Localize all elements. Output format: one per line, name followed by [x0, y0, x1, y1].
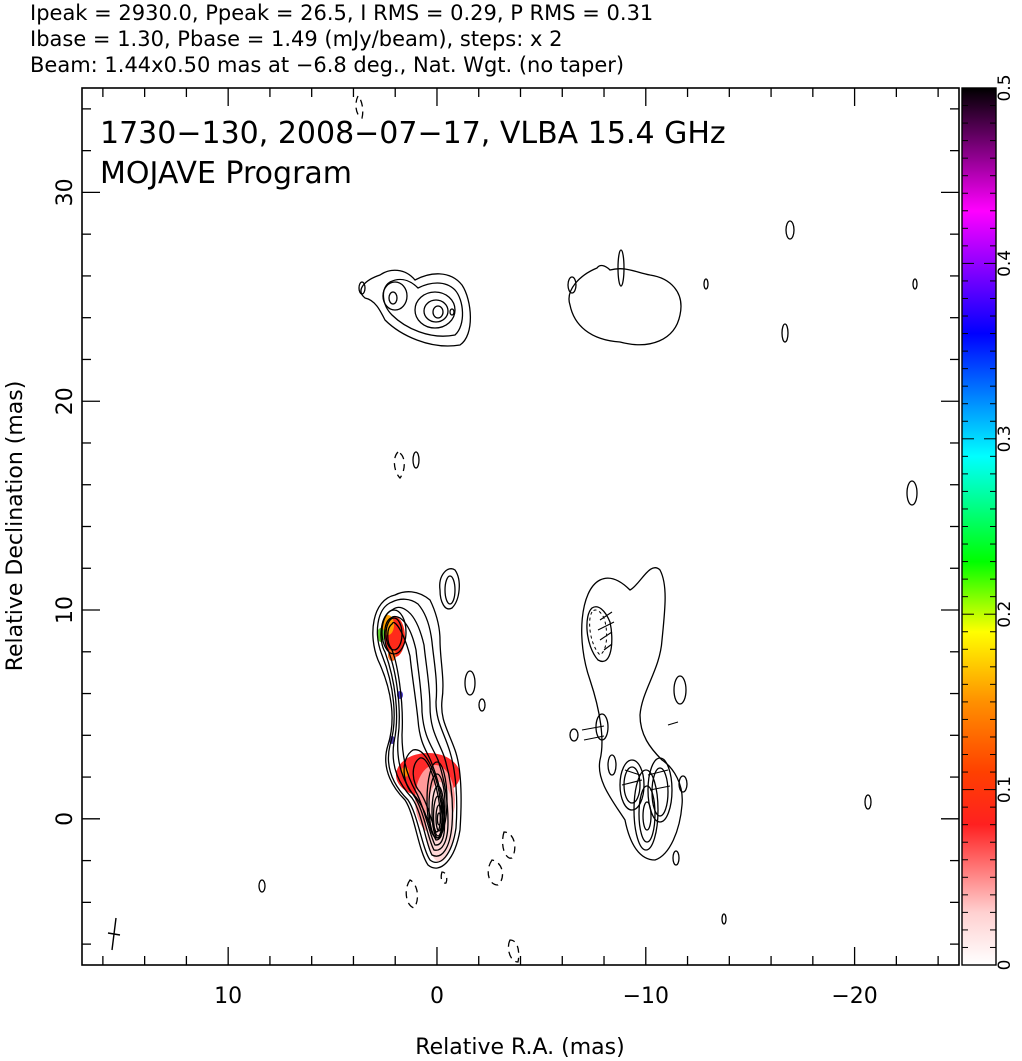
x-tick-label: 0	[430, 984, 444, 1009]
header-line-3: Beam: 1.44x0.50 mas at −6.8 deg., Nat. W…	[30, 53, 624, 77]
header-line-2: Ibase = 1.30, Pbase = 1.49 (mJy/beam), s…	[30, 27, 562, 51]
y-axis-ticks	[82, 108, 959, 945]
map-title-line-2: MOJAVE Program	[100, 156, 352, 191]
colorbar-label: 0.4	[995, 250, 1015, 277]
y-tick-label: 0	[53, 812, 78, 826]
colorbar-labels: 0 0.1 0.2 0.3 0.4 0.5	[995, 74, 1015, 970]
y-tick-label: 10	[53, 596, 78, 624]
y-tick-label: 30	[53, 178, 78, 206]
map-content	[107, 94, 918, 963]
northern-blob-contours	[358, 269, 471, 347]
x-tick-label: −20	[831, 984, 877, 1009]
beam-marker	[107, 917, 121, 951]
x-tick-label: −10	[623, 984, 669, 1009]
x-axis-ticks	[102, 88, 939, 965]
y-axis-label: Relative Declination (mas)	[3, 381, 28, 672]
colorbar-label: 0.5	[995, 74, 1015, 101]
colorbar-label: 0.3	[995, 425, 1015, 452]
polarization-contours	[567, 220, 918, 925]
header-line-1: Ipeak = 2930.0, Ppeak = 26.5, I RMS = 0.…	[30, 1, 653, 25]
colorbar-label: 0.1	[995, 776, 1015, 803]
intensity-contours	[258, 94, 520, 963]
x-axis-label: Relative R.A. (mas)	[415, 1035, 624, 1060]
colorbar-label: 0	[995, 960, 1015, 971]
y-tick-labels: 0 10 20 30	[53, 178, 78, 825]
x-tick-labels: 10 0 −10 −20	[214, 984, 878, 1009]
y-tick-label: 20	[53, 387, 78, 415]
x-tick-label: 10	[214, 984, 242, 1009]
colorbar-label: 0.2	[995, 601, 1015, 628]
map-title-line-1: 1730−130, 2008−07−17, VLBA 15.4 GHz	[100, 116, 726, 151]
colorbar-ticks	[962, 87, 996, 966]
plot-frame	[81, 87, 960, 966]
